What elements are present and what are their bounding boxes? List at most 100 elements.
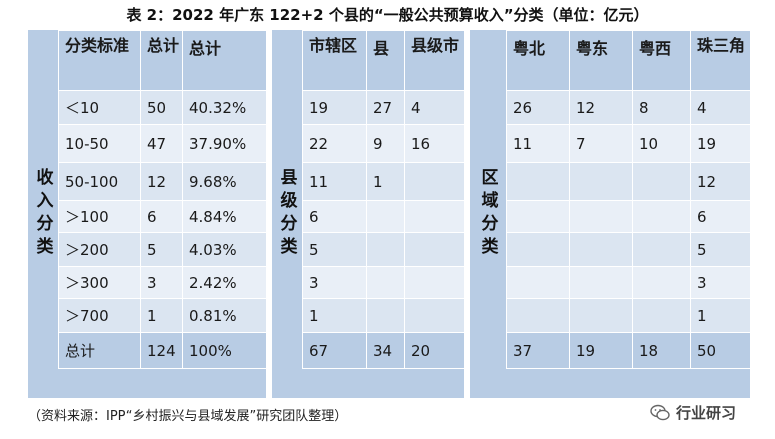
region-cell xyxy=(506,266,570,299)
region-cell xyxy=(632,162,691,201)
table-row: 19 27 4 xyxy=(302,90,465,125)
table-row: 1 xyxy=(302,298,465,333)
income-cell: ＞200 xyxy=(58,232,141,267)
region-cell xyxy=(569,232,633,267)
region-table: 粤北 粤东 粤西 珠三角 26 12 8 4 11 7 10 19 12 6 5 3 1 37 19 18 50 xyxy=(506,30,751,369)
region-cell xyxy=(632,266,691,299)
region-cell: 5 xyxy=(690,232,751,267)
table-row: 10-50 47 37.90% xyxy=(58,124,267,163)
table-row: 5 xyxy=(506,232,751,267)
region-cell xyxy=(506,200,570,233)
source-note: （资料来源：IPP“乡村振兴与县域发展”研究团队整理） xyxy=(28,409,348,424)
county-cell: 1 xyxy=(366,162,405,201)
region-header-cell: 粤西 xyxy=(632,30,691,91)
county-cell: 27 xyxy=(366,90,405,125)
table-row: 22 9 16 xyxy=(302,124,465,163)
income-cell: 50-100 xyxy=(58,162,141,201)
region-cell xyxy=(506,232,570,267)
table-row: 37 19 18 50 xyxy=(506,332,751,369)
income-header-cell: 分类标准 xyxy=(58,30,141,91)
region-cell xyxy=(632,232,691,267)
region-cell xyxy=(506,162,570,201)
region-cell xyxy=(569,298,633,333)
region-cell: 37 xyxy=(506,332,570,369)
region-cell: 12 xyxy=(690,162,751,201)
table-row: 67 34 20 xyxy=(302,332,465,369)
watermark-text: 行业研习 xyxy=(676,404,737,422)
table-row: 11 7 10 19 xyxy=(506,124,751,163)
county-cell xyxy=(366,232,405,267)
county-cell xyxy=(404,200,465,233)
region-cell xyxy=(632,298,691,333)
county-side-label: 县级分类 xyxy=(276,168,297,260)
county-cell: 16 xyxy=(404,124,465,163)
income-header-cell: 总计 xyxy=(140,30,183,91)
income-cell: 100% xyxy=(182,332,267,369)
county-cell: 1 xyxy=(302,298,367,333)
table-row: 总计 124 100% xyxy=(58,332,267,369)
table-row: 3 xyxy=(506,266,751,299)
region-header-cell: 珠三角 xyxy=(690,30,751,91)
county-header-cell: 县 xyxy=(366,30,405,91)
region-section: 区域分类 粤北 粤东 粤西 珠三角 26 12 8 4 11 7 10 19 12 6 5 3 1 37 19 18 5… xyxy=(470,30,751,398)
region-side-label: 区域分类 xyxy=(477,168,498,260)
income-header-cell: 总计 xyxy=(182,30,267,91)
income-cell: 3 xyxy=(140,266,183,299)
income-cell: 37.90% xyxy=(182,124,267,163)
county-section: 县级分类 市辖区县县级市 19 27 4 22 9 16 11 1 6 5 3 1 67 34 20 xyxy=(272,30,465,398)
county-cell xyxy=(366,200,405,233)
county-header-cell: 县级市 xyxy=(404,30,465,91)
watermark: 行业研习 xyxy=(650,402,736,423)
income-cell: ＜10 xyxy=(58,90,141,125)
region-cell: 19 xyxy=(569,332,633,369)
income-cell: 6 xyxy=(140,200,183,233)
income-cell: 50 xyxy=(140,90,183,125)
county-cell: 5 xyxy=(302,232,367,267)
region-cell xyxy=(632,200,691,233)
region-header-cell: 粤北 xyxy=(506,30,570,91)
region-cell xyxy=(506,298,570,333)
income-cell: 124 xyxy=(140,332,183,369)
wechat-icon xyxy=(650,404,670,420)
table-row: ＞700 1 0.81% xyxy=(58,298,267,333)
income-cell: 1 xyxy=(140,298,183,333)
table-row: 5 xyxy=(302,232,465,267)
county-cell xyxy=(366,298,405,333)
county-table: 市辖区县县级市 19 27 4 22 9 16 11 1 6 5 3 1 67 34 20 xyxy=(302,30,465,369)
region-cell: 10 xyxy=(632,124,691,163)
county-cell: 34 xyxy=(366,332,405,369)
county-cell xyxy=(404,232,465,267)
table-row: ＞200 5 4.03% xyxy=(58,232,267,267)
county-cell: 19 xyxy=(302,90,367,125)
table-row: 26 12 8 4 xyxy=(506,90,751,125)
income-cell: ＞300 xyxy=(58,266,141,299)
income-cell: ＞100 xyxy=(58,200,141,233)
income-cell: 5 xyxy=(140,232,183,267)
table-row: ＜10 50 40.32% xyxy=(58,90,267,125)
county-cell xyxy=(366,266,405,299)
county-cell xyxy=(404,162,465,201)
table-row: 11 1 xyxy=(302,162,465,201)
county-cell: 11 xyxy=(302,162,367,201)
income-cell: 0.81% xyxy=(182,298,267,333)
table-row: 6 xyxy=(506,200,751,233)
table-row: ＞300 3 2.42% xyxy=(58,266,267,299)
county-cell: 9 xyxy=(366,124,405,163)
region-cell: 11 xyxy=(506,124,570,163)
region-cell xyxy=(569,200,633,233)
income-cell: ＞700 xyxy=(58,298,141,333)
county-cell: 4 xyxy=(404,90,465,125)
region-cell: 1 xyxy=(690,298,751,333)
income-cell: 9.68% xyxy=(182,162,267,201)
table-row: 12 xyxy=(506,162,751,201)
region-cell: 26 xyxy=(506,90,570,125)
income-cell: 总计 xyxy=(58,332,141,369)
county-cell xyxy=(404,298,465,333)
income-cell: 4.84% xyxy=(182,200,267,233)
region-cell: 3 xyxy=(690,266,751,299)
county-cell: 3 xyxy=(302,266,367,299)
county-cell: 20 xyxy=(404,332,465,369)
county-cell: 6 xyxy=(302,200,367,233)
income-side-label: 收入分类 xyxy=(32,168,53,260)
county-header-cell: 市辖区 xyxy=(302,30,367,91)
